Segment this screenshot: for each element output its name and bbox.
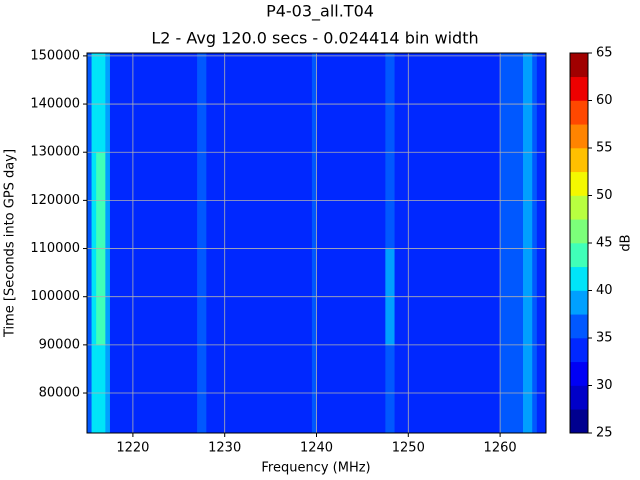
heat-cell: [91, 344, 97, 434]
y-axis-label: Time [Seconds into GPS day]: [3, 149, 18, 338]
colorbar-swatch: [570, 76, 588, 101]
heat-cell: [394, 53, 501, 153]
heat-cell: [109, 53, 198, 153]
chart-title: P4-03_all.T04: [266, 2, 374, 22]
y-tick-label: 120000: [30, 193, 80, 208]
heat-cell: [523, 344, 533, 434]
colorbar-tick-label: 60: [596, 93, 613, 108]
heat-cell: [96, 344, 106, 434]
heat-cell: [311, 344, 317, 434]
colorbar-swatch: [570, 148, 588, 173]
heat-cell: [206, 53, 313, 153]
colorbar-label: dB: [619, 234, 634, 251]
heat-cell: [197, 53, 207, 153]
heat-cell: [316, 344, 386, 434]
heat-cell: [532, 344, 538, 434]
colorbar-swatch: [570, 338, 588, 363]
y-tick-label: 140000: [30, 97, 80, 112]
heat-cell: [87, 53, 92, 153]
heat-cell: [105, 53, 111, 153]
heat-cell: [385, 344, 395, 434]
colorbar-tick-label: 55: [596, 141, 613, 156]
heat-cell: [316, 53, 386, 153]
x-tick-label: 1220: [116, 441, 149, 456]
colorbar-swatch: [570, 290, 588, 315]
x-axis-label: Frequency (MHz): [261, 461, 370, 476]
colorbar-swatch: [570, 124, 588, 149]
colorbar-swatch: [570, 100, 588, 125]
heat-cell: [206, 344, 313, 434]
colorbar-tick-label: 30: [596, 378, 613, 393]
colorbar-tick-label: 25: [596, 426, 613, 441]
heat-cell: [536, 53, 547, 153]
heat-cell: [105, 344, 111, 434]
y-tick-label: 130000: [30, 145, 80, 160]
chart-subtitle: L2 - Avg 120.0 secs - 0.024414 bin width: [151, 29, 478, 48]
heat-cell: [385, 53, 395, 153]
colorbar-swatch: [570, 409, 588, 434]
heat-cell: [87, 344, 92, 434]
colorbar-tick-label: 50: [596, 188, 613, 203]
colorbar-swatch: [570, 243, 588, 268]
y-tick-label: 110000: [30, 241, 80, 256]
heat-cell: [96, 53, 106, 153]
x-tick-label: 1230: [208, 441, 241, 456]
y-tick-label: 90000: [39, 337, 80, 352]
heat-cell: [532, 53, 538, 153]
x-tick-label: 1250: [392, 441, 425, 456]
colorbar-tick-label: 35: [596, 331, 613, 346]
colorbar-swatch: [570, 361, 588, 386]
colorbar-swatch: [570, 266, 588, 291]
heat-cell: [500, 53, 524, 153]
heat-cell: [109, 344, 198, 434]
colorbar-swatch: [570, 195, 588, 220]
colorbar-swatch: [570, 314, 588, 339]
heat-cell: [394, 344, 501, 434]
y-tick-label: 100000: [30, 289, 80, 304]
colorbar-swatch: [570, 53, 588, 78]
heat-cell: [311, 53, 317, 153]
x-tick-label: 1260: [484, 441, 517, 456]
plot-frame: [86, 52, 547, 434]
x-tick-label: 1240: [300, 441, 333, 456]
colorbar-swatch: [570, 171, 588, 196]
y-tick-label: 80000: [39, 386, 80, 401]
colorbar-swatch: [570, 219, 588, 244]
colorbar-tick-label: 45: [596, 236, 613, 251]
heat-cell: [536, 344, 547, 434]
heat-cell: [500, 344, 524, 434]
colorbar-tick-label: 65: [596, 46, 613, 61]
heat-cell: [91, 53, 97, 153]
y-tick-label: 150000: [30, 48, 80, 63]
heat-cell: [523, 53, 533, 153]
colorbar-swatch: [570, 385, 588, 410]
colorbar-tick-label: 40: [596, 283, 613, 298]
heat-cell: [197, 344, 207, 434]
